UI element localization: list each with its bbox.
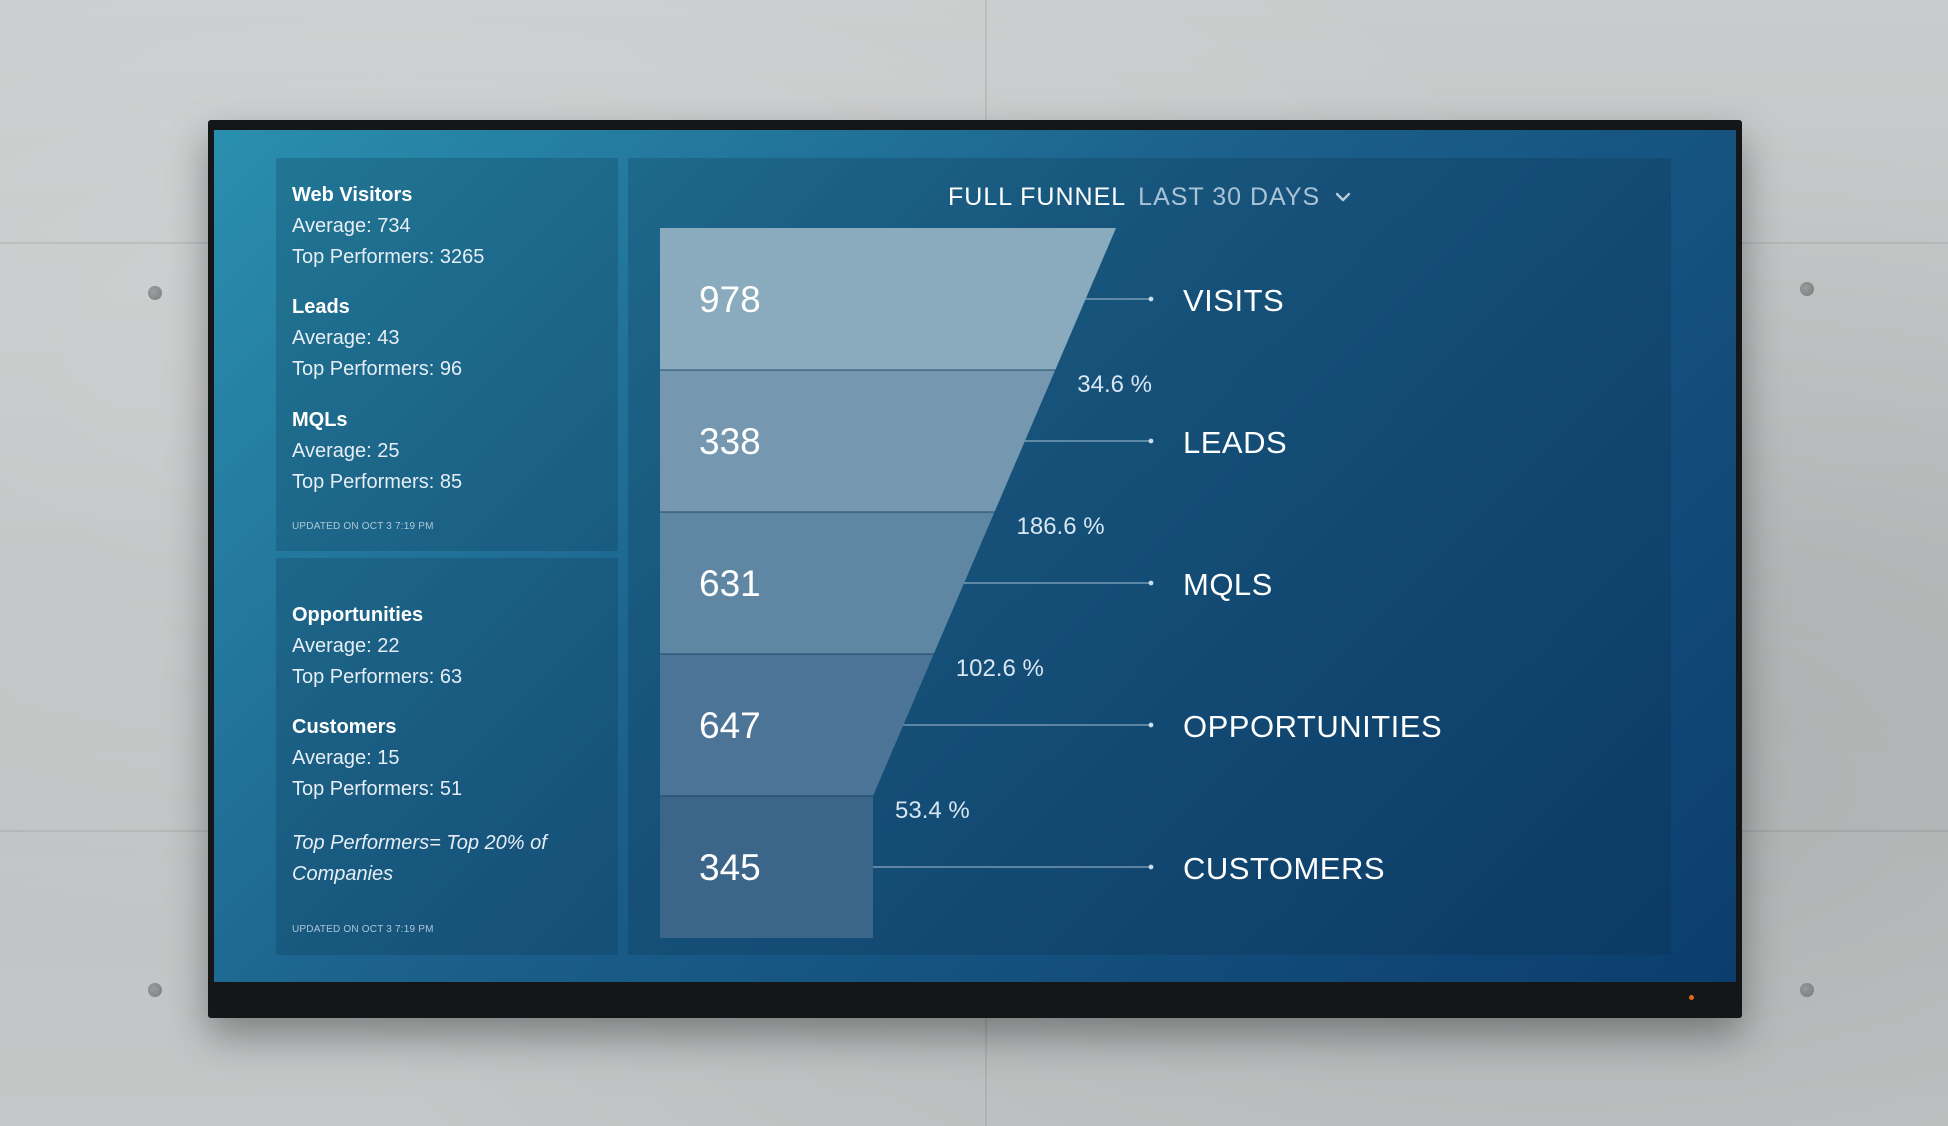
stat-top-performers: Top Performers: 63 <box>292 666 463 688</box>
connector-dot <box>1148 722 1154 728</box>
stat-top-performers: Top Performers: 96 <box>292 358 463 380</box>
top-performers-note: Top Performers= Top 20% of Companies <box>292 832 547 885</box>
stat-top-performers: Top Performers: 85 <box>292 471 463 493</box>
wall-hole <box>1800 983 1814 997</box>
stage-value: 631 <box>699 563 761 604</box>
stat-title: MQLs <box>292 409 348 431</box>
stat-average: Average: 734 <box>292 215 411 237</box>
stat-title: Leads <box>292 296 350 318</box>
updated-timestamp: UPDATED ON OCT 3 7:19 PM <box>292 924 434 935</box>
stage-label: OPPORTUNITIES <box>1183 709 1442 744</box>
stat-group-web-visitors: Web Visitors Average: 734 Top Performers… <box>276 180 500 273</box>
funnel-stage-leads <box>660 370 1056 512</box>
power-led <box>1689 995 1694 1000</box>
connector-dot <box>1148 296 1154 302</box>
stage-value: 647 <box>699 705 761 746</box>
stat-top-performers: Top Performers: 51 <box>292 778 463 800</box>
stat-average: Average: 43 <box>292 327 400 349</box>
stat-average: Average: 25 <box>292 440 400 462</box>
stat-title: Customers <box>292 716 397 738</box>
funnel-stage-mqls <box>660 512 995 654</box>
stat-average: Average: 15 <box>292 747 400 769</box>
stage-label: CUSTOMERS <box>1183 851 1385 886</box>
funnel-stage-customers <box>660 796 873 938</box>
stage-value: 978 <box>699 279 761 320</box>
connector-dot <box>1148 438 1154 444</box>
stage-value: 338 <box>699 421 761 462</box>
stat-group-leads: Leads Average: 43 Top Performers: 96 <box>276 292 478 385</box>
connector-dot <box>1148 864 1154 870</box>
funnel-title: FULL FUNNEL <box>948 182 1127 211</box>
stage-label: MQLS <box>1183 567 1273 602</box>
wall-seam <box>985 0 987 120</box>
tv-monitor: Web Visitors Average: 734 Top Performers… <box>208 120 1742 1018</box>
funnel-stage-visits <box>660 228 1116 370</box>
funnel-header: FULL FUNNEL LAST 30 DAYS <box>948 180 1354 214</box>
stat-top-performers: Top Performers: 3265 <box>292 246 485 268</box>
period-selector-label[interactable]: LAST 30 DAYS <box>1138 182 1321 211</box>
funnel-panel: FULL FUNNEL LAST 30 DAYS 978 VISITS 338 LEA… <box>628 158 1671 955</box>
chevron-down-icon[interactable] <box>1332 186 1354 208</box>
funnel-chart: 978 VISITS 338 LEADS 631 MQLS 647 OPPORTUNITIES… <box>660 228 1442 938</box>
conversion-rate: 34.6 % <box>1077 371 1152 398</box>
stat-title: Web Visitors <box>292 184 413 206</box>
conversion-rate: 102.6 % <box>956 655 1044 682</box>
updated-timestamp: UPDATED ON OCT 3 7:19 PM <box>292 521 434 532</box>
connector-dot <box>1148 580 1154 586</box>
stat-group-mqls: MQLs Average: 25 Top Performers: 85 <box>276 405 478 498</box>
stage-value: 345 <box>699 847 761 888</box>
conversion-rate: 53.4 % <box>895 797 970 824</box>
stage-label: VISITS <box>1183 283 1284 318</box>
wall-seam <box>985 1018 987 1126</box>
dashboard-screen: Web Visitors Average: 734 Top Performers… <box>214 130 1736 982</box>
funnel-stage-opportunities <box>660 654 934 796</box>
conversion-rate: 186.6 % <box>1017 513 1105 540</box>
stat-group-opportunities: Opportunities Average: 22 Top Performers… <box>276 600 478 693</box>
wall-hole <box>1800 282 1814 296</box>
stats-panel-bottom: Opportunities Average: 22 Top Performers… <box>276 558 618 955</box>
stat-title: Opportunities <box>292 604 424 626</box>
wall-hole <box>148 983 162 997</box>
stage-label: LEADS <box>1183 425 1287 460</box>
wall-hole <box>148 286 162 300</box>
stat-group-customers: Customers Average: 15 Top Performers: 51 <box>276 712 478 805</box>
stats-panel-top: Web Visitors Average: 734 Top Performers… <box>276 158 618 551</box>
stat-average: Average: 22 <box>292 635 400 657</box>
